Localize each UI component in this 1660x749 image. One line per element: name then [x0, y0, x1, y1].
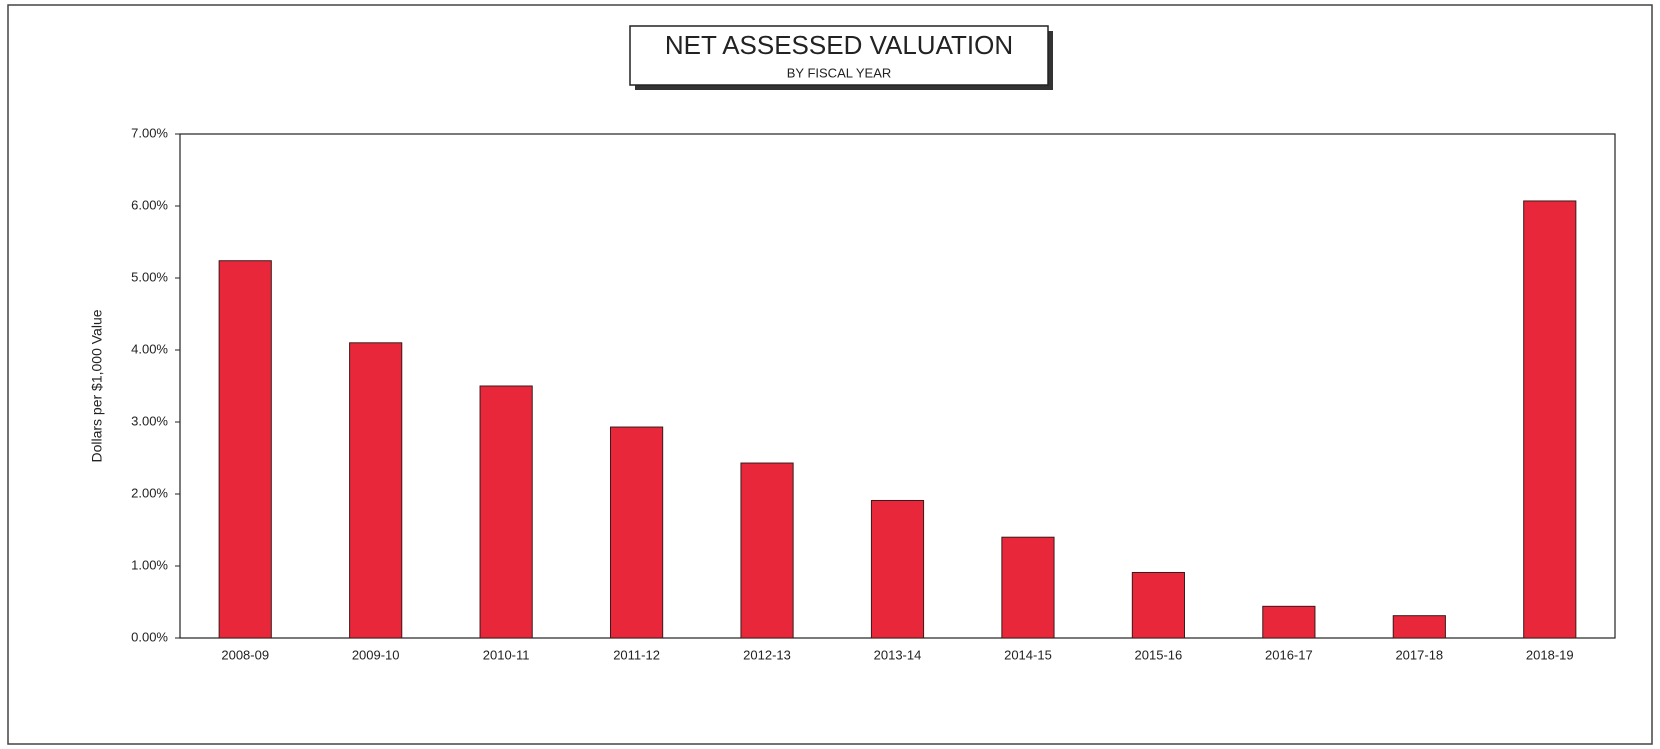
- y-axis-label: Dollars per $1,000 Value: [89, 309, 105, 462]
- bar: [740, 462, 794, 639]
- bar: [479, 385, 533, 639]
- y-tick-label: 7.00%: [131, 125, 168, 140]
- bar: [349, 342, 403, 639]
- x-tick-label: 2017-18: [1395, 647, 1443, 662]
- y-tick-label: 6.00%: [131, 197, 168, 212]
- title-box: [629, 25, 1049, 86]
- bar: [1262, 605, 1316, 639]
- x-tick-label: 2013-14: [874, 647, 922, 662]
- x-tick-label: 2009-10: [352, 647, 400, 662]
- y-tick-label: 4.00%: [131, 341, 168, 356]
- x-tick-label: 2018-19: [1526, 647, 1574, 662]
- bar: [1392, 615, 1446, 639]
- bar: [1523, 200, 1577, 639]
- x-tick-label: 2010-11: [483, 647, 530, 662]
- bar: [870, 499, 925, 639]
- y-tick-label: 5.00%: [131, 269, 168, 284]
- x-tick-label: 2015-16: [1135, 647, 1183, 662]
- bar: [610, 426, 664, 639]
- y-tick-label: 0.00%: [131, 629, 168, 644]
- x-tick-label: 2016-17: [1265, 647, 1313, 662]
- chart-title: NET ASSESSED VALUATION: [665, 30, 1013, 60]
- frame: [7, 4, 1653, 745]
- x-tick-label: 2014-15: [1004, 647, 1052, 662]
- x-tick-label: 2008-09: [221, 647, 269, 662]
- x-tick-label: 2011-12: [613, 647, 660, 662]
- bar: [1131, 571, 1186, 639]
- chart-subtitle: BY FISCAL YEAR: [787, 65, 892, 80]
- y-tick-label: 1.00%: [131, 557, 168, 572]
- y-tick-label: 3.00%: [131, 413, 168, 428]
- bar: [1001, 536, 1055, 639]
- y-tick-label: 2.00%: [131, 485, 168, 500]
- bar: [218, 260, 272, 639]
- x-tick-label: 2012-13: [743, 647, 791, 662]
